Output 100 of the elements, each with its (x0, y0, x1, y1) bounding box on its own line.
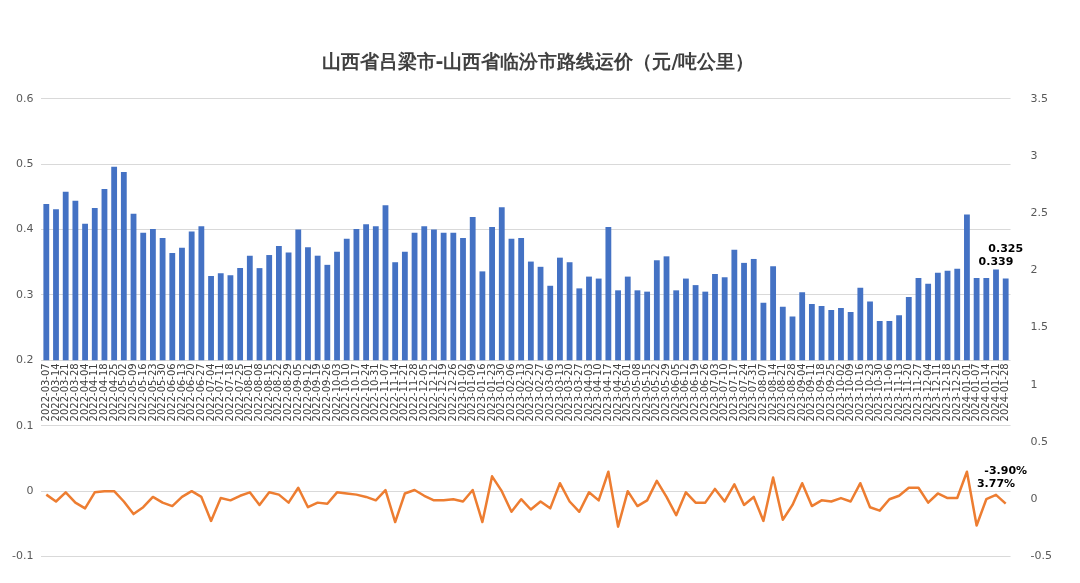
x-tick-label: 2023-02-20 (524, 363, 536, 422)
bar (363, 224, 370, 361)
data-label: 0.339 (978, 254, 1014, 268)
bar (712, 274, 718, 361)
x-tick-label: 2023-10-02 (834, 363, 846, 422)
x-tick-label: 2022-04-25 (107, 363, 119, 422)
x-tick-label: 2023-07-24 (737, 363, 749, 422)
x-tick-label: 2023-03-06 (543, 363, 555, 422)
y-tick-label: 0.2 (15, 353, 34, 367)
x-tick-label: 2023-11-13 (892, 363, 904, 422)
bar (605, 226, 612, 361)
x-tick-label: 2022-04-11 (88, 363, 100, 422)
bar (595, 278, 602, 361)
x-tick-label: 2023-12-18 (941, 363, 953, 422)
y-tick-label: -0.1 (11, 549, 34, 563)
bar (615, 290, 621, 361)
x-tick-label: 2023-03-20 (563, 363, 575, 422)
bar (993, 269, 999, 361)
bar (576, 288, 583, 361)
x-tick-label: 2022-06-20 (185, 363, 197, 422)
x-tick-label: 2023-09-04 (795, 363, 807, 422)
x-tick-label: 2022-10-31 (369, 363, 381, 422)
x-tick-label: 2023-12-04 (921, 363, 933, 422)
x-tick-label: 2023-04-10 (592, 363, 604, 422)
bar (450, 232, 457, 361)
bar (721, 277, 728, 361)
y-tick-label: 0.6 (15, 91, 34, 105)
bar (179, 247, 185, 361)
x-tick-label: 2024-01-07 (970, 363, 982, 422)
x-tick-label: 2022-08-22 (272, 363, 284, 422)
y2-tick-label: 3 (1030, 148, 1038, 162)
x-tick-label: 2023-05-29 (660, 363, 672, 422)
bar (372, 226, 379, 361)
x-tick-label: 2022-06-06 (165, 363, 177, 422)
data-label: 0.325 (988, 241, 1024, 255)
x-tick-label: 2023-10-09 (844, 363, 856, 422)
x-tick-label: 2023-03-27 (572, 363, 584, 422)
bar (246, 255, 253, 361)
bar (314, 255, 321, 361)
y-tick-label: 0.5 (15, 157, 34, 171)
bar (498, 207, 505, 361)
bar (779, 306, 786, 361)
x-tick-label: 2023-11-27 (912, 363, 924, 422)
bar (479, 271, 486, 361)
x-tick-label: 2022-03-28 (68, 363, 80, 422)
bar (547, 285, 554, 361)
bar (566, 262, 573, 361)
x-tick-label: 2022-08-08 (253, 363, 265, 422)
x-tick-label: 2022-05-16 (136, 363, 148, 422)
bar (208, 275, 214, 361)
x-tick-label: 2022-09-12 (301, 363, 313, 422)
bar (586, 276, 592, 361)
bar (217, 273, 224, 361)
data-label: 3.77% (976, 477, 1016, 491)
bar (838, 307, 844, 361)
x-tick-label: 2023-07-10 (718, 363, 730, 422)
x-tick-label: 2022-08-01 (243, 363, 255, 422)
x-tick-label: 2023-01-02 (456, 363, 468, 422)
x-tick-label: 2022-03-21 (59, 363, 71, 422)
bar (857, 287, 864, 361)
x-tick-label: 2022-12-05 (417, 363, 429, 422)
bar (140, 232, 147, 361)
bar (808, 304, 815, 361)
x-tick-label: 2022-09-26 (320, 363, 332, 422)
x-tick-label: 2023-07-17 (727, 363, 739, 422)
bar (305, 247, 311, 361)
x-tick-label: 2023-08-07 (757, 363, 769, 422)
x-tick-label: 2024-01-01 (960, 363, 972, 422)
bar (460, 238, 466, 361)
bar (62, 191, 69, 361)
bar (624, 276, 631, 361)
bar (702, 291, 709, 361)
x-tick-label: 2023-08-21 (776, 363, 788, 422)
x-tick-label: 2023-06-05 (669, 363, 681, 422)
x-tick-label: 2024-01-21 (989, 363, 1001, 422)
x-tick-label: 2023-11-20 (902, 363, 914, 422)
bar (198, 226, 205, 361)
y-tick-label: 0 (26, 483, 34, 497)
y2-tick-label: 3.5 (1030, 91, 1049, 105)
bar (905, 296, 912, 361)
y-tick-label: 0.4 (15, 222, 34, 236)
x-tick-label: 2022-11-07 (379, 363, 391, 422)
bar (431, 229, 437, 361)
bar (43, 204, 50, 361)
bar (557, 257, 563, 361)
x-tick-label: 2022-11-21 (398, 363, 410, 422)
bar (401, 251, 408, 361)
bar (82, 223, 88, 361)
x-tick-label: 2023-02-06 (505, 363, 517, 422)
bar (770, 266, 777, 361)
x-tick-label: 2022-07-04 (204, 363, 216, 422)
bar (847, 311, 854, 361)
bar (266, 255, 273, 361)
x-tick-label: 2022-06-27 (194, 363, 206, 422)
x-tick-label: 2023-10-23 (863, 363, 875, 422)
bar (324, 264, 331, 361)
y2-tick-label: -0.5 (1030, 549, 1053, 563)
x-tick-label: 2022-08-15 (262, 363, 274, 422)
bar (334, 251, 340, 361)
y2-tick-label: 1.5 (1030, 320, 1049, 334)
